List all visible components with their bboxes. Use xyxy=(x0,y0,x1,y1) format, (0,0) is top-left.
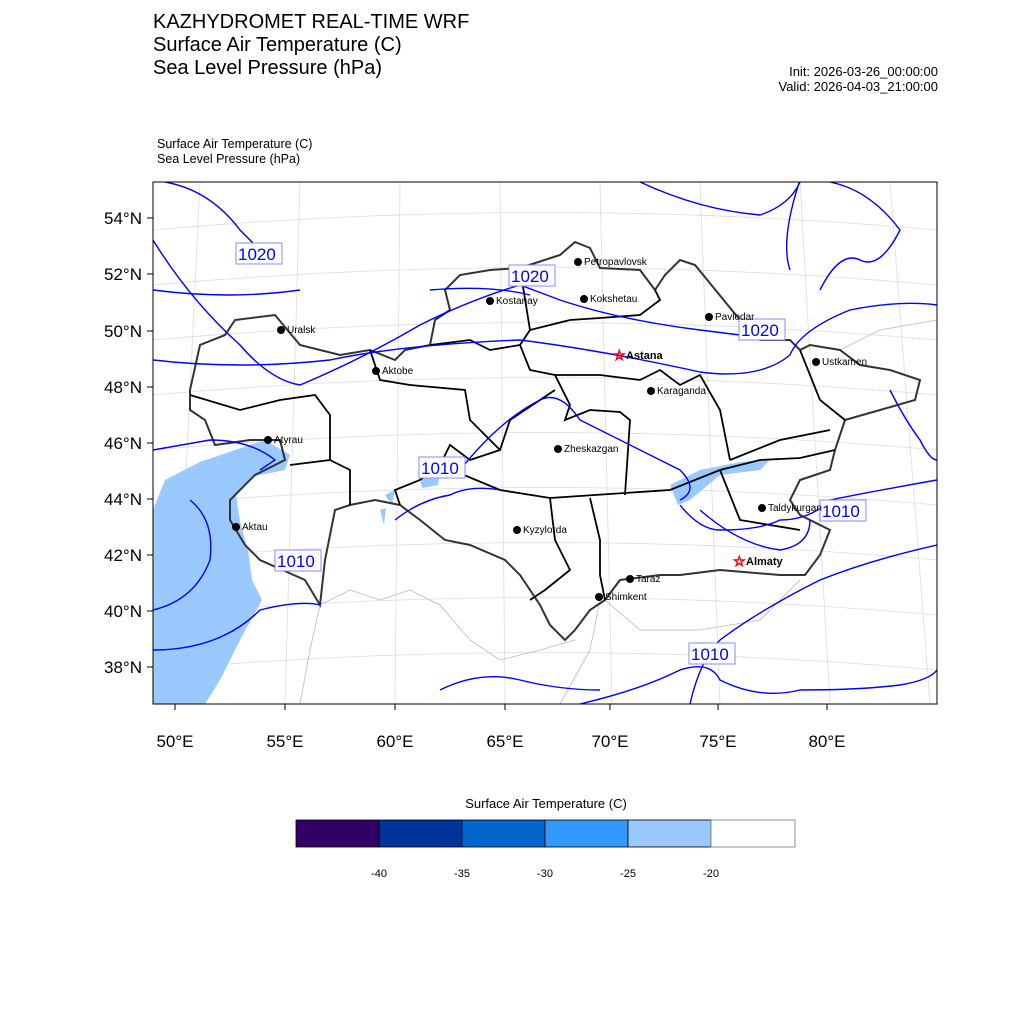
lat-label: 52°N xyxy=(104,265,142,284)
lon-label: 65°E xyxy=(486,732,523,751)
colorbar-swatch xyxy=(461,819,546,848)
city-astana: Astana xyxy=(626,350,664,362)
city-uralsk: Uralsk xyxy=(287,325,316,336)
lat-label: 50°N xyxy=(104,322,142,341)
isobar-label: 1010 xyxy=(277,552,315,571)
capital-star-icon: ☆ xyxy=(733,553,746,569)
valid-time: Valid: 2026-04-03_21:00:00 xyxy=(778,79,939,94)
colorbar-swatch xyxy=(627,819,712,848)
lat-label: 46°N xyxy=(104,434,142,453)
title-pressure: Sea Level Pressure (hPa) xyxy=(153,57,383,79)
lon-label: 75°E xyxy=(699,732,736,751)
lon-label: 80°E xyxy=(808,732,845,751)
subtitle-pressure: Sea Level Pressure (hPa) xyxy=(157,152,301,166)
isobars xyxy=(153,182,937,704)
cold-patch xyxy=(670,460,770,505)
isobar-label: 1020 xyxy=(238,245,276,264)
city-almaty: Almaty xyxy=(746,556,784,568)
isobar-label: 1010 xyxy=(822,502,860,521)
city-taraz: Taraz xyxy=(636,574,660,585)
colorbar-label: -30 xyxy=(537,868,553,880)
city-shimkent: Shimkent xyxy=(605,592,647,603)
lat-label: 44°N xyxy=(104,490,142,509)
city-atyrau: Atyrau xyxy=(274,435,303,446)
isobar-label: 1010 xyxy=(691,645,729,664)
caspian-sea-fill xyxy=(153,440,290,704)
lat-label: 54°N xyxy=(104,209,142,228)
lat-label: 42°N xyxy=(104,546,142,565)
city-aktobe: Aktobe xyxy=(382,366,414,377)
graticule xyxy=(153,182,937,704)
isobar-label: 1010 xyxy=(421,459,459,478)
city-kyzylorda: Kyzylorda xyxy=(523,525,567,536)
main-title: KAZHYDROMET REAL-TIME WRF xyxy=(153,11,470,33)
colorbar-swatch xyxy=(378,819,463,848)
isobar-label: 1020 xyxy=(511,267,549,286)
lat-label: 40°N xyxy=(104,602,142,621)
neighbour-borders xyxy=(299,319,937,704)
lat-labels: 54°N 52°N 50°N 48°N 46°N 44°N 42°N 40°N … xyxy=(104,209,142,677)
axis-ticks xyxy=(147,217,828,710)
city-markers: Petropavlovsk Kostanay Kokshetau Pavloda… xyxy=(232,257,867,603)
colorbar-title: Surface Air Temperature (C) xyxy=(465,796,627,811)
city-kostanay: Kostanay xyxy=(496,296,538,307)
city-zheskazgan: Zheskazgan xyxy=(564,444,618,455)
city-kokshetau: Kokshetau xyxy=(590,294,637,305)
subtitle-temperature: Surface Air Temperature (C) xyxy=(157,137,313,151)
cold-patch xyxy=(380,472,440,525)
colorbar-swatch xyxy=(295,819,380,848)
lat-label: 48°N xyxy=(104,378,142,397)
city-karaganda: Karaganda xyxy=(657,386,706,397)
colorbar-swatch xyxy=(710,819,796,848)
lon-label: 55°E xyxy=(266,732,303,751)
colorbar xyxy=(295,819,796,848)
isobar-labels: 1020 1020 1020 1010 1010 1010 1010 xyxy=(235,242,867,665)
capital-star-icon: ☆ xyxy=(613,347,626,363)
colorbar-swatch xyxy=(544,819,629,848)
city-ustkamen: Ustkamen xyxy=(822,357,867,368)
title-temperature: Surface Air Temperature (C) xyxy=(153,34,402,56)
city-pavlodar: Pavlodar xyxy=(715,312,755,323)
colorbar-labels: -40 -35 -30 -25 -20 xyxy=(371,868,719,880)
city-aktau: Aktau xyxy=(242,522,268,533)
lon-labels: 50°E 55°E 60°E 65°E 70°E 75°E 80°E xyxy=(156,732,845,751)
lon-label: 50°E xyxy=(156,732,193,751)
colorbar-label: -20 xyxy=(703,868,719,880)
city-petropavlovsk: Petropavlovsk xyxy=(584,257,648,268)
lat-label: 38°N xyxy=(104,658,142,677)
lon-label: 70°E xyxy=(591,732,628,751)
colorbar-label: -40 xyxy=(371,868,387,880)
kazakhstan-border xyxy=(189,240,922,642)
lon-label: 60°E xyxy=(376,732,413,751)
init-time: Init: 2026-03-26_00:00:00 xyxy=(789,64,938,79)
colorbar-label: -35 xyxy=(454,868,470,880)
city-taldykurgan: Taldykurgan xyxy=(768,503,822,514)
isobar-label: 1020 xyxy=(741,321,779,340)
colorbar-label: -25 xyxy=(620,868,636,880)
